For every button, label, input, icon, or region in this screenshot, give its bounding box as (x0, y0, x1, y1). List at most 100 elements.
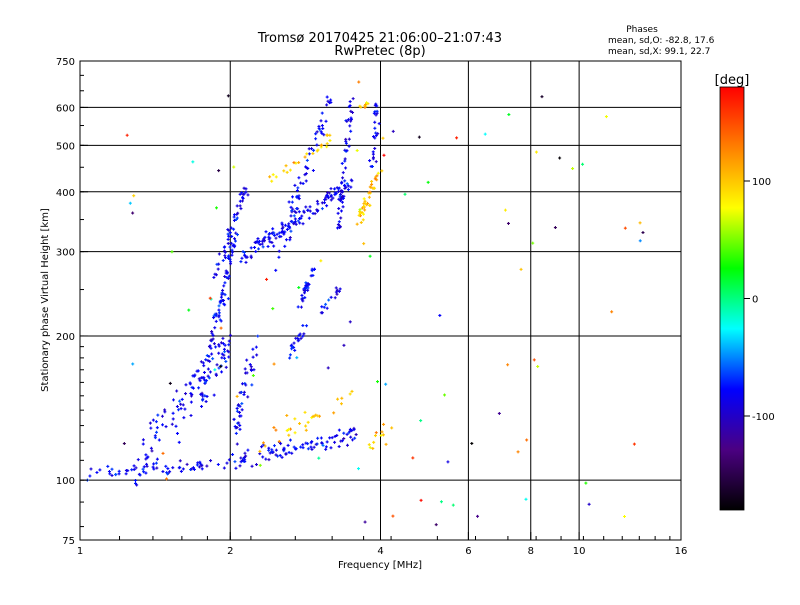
data-point (110, 467, 114, 471)
data-point (350, 429, 354, 433)
data-point (148, 421, 152, 425)
data-point (299, 181, 303, 185)
data-point (149, 426, 153, 430)
data-point (321, 443, 325, 447)
data-point (274, 268, 278, 272)
data-point (161, 423, 165, 427)
data-point (307, 147, 311, 151)
data-point (199, 376, 203, 380)
data-point (311, 152, 315, 156)
data-point (384, 382, 388, 386)
data-point (291, 195, 295, 199)
data-point (274, 236, 278, 240)
data-point (584, 481, 588, 485)
data-point (198, 379, 202, 383)
data-point (641, 231, 645, 235)
data-point (283, 244, 287, 248)
data-point (240, 408, 244, 412)
data-point (211, 357, 215, 361)
data-point (319, 436, 323, 440)
colorbar-tick-label: -100 (752, 412, 775, 423)
data-point (234, 231, 238, 235)
data-point (235, 442, 239, 446)
data-point (200, 392, 204, 396)
data-point (207, 345, 211, 349)
data-point (587, 502, 591, 506)
data-point (365, 101, 369, 105)
data-point (223, 293, 227, 297)
data-point (274, 453, 278, 457)
data-point (214, 314, 218, 318)
data-point (345, 443, 349, 447)
data-point (377, 122, 381, 126)
data-point (244, 190, 248, 194)
data-point (210, 352, 214, 356)
data-point (363, 199, 367, 203)
data-point (208, 370, 212, 374)
data-point (279, 442, 283, 446)
data-point (212, 275, 216, 279)
data-point (337, 445, 341, 449)
data-point (357, 213, 361, 217)
data-point (368, 159, 372, 163)
data-point (390, 426, 394, 430)
data-point (224, 256, 228, 260)
data-point (178, 399, 182, 403)
data-point (364, 102, 368, 106)
data-point (380, 430, 384, 434)
data-point (217, 315, 221, 319)
data-point (359, 105, 363, 109)
data-point (106, 464, 110, 468)
data-point (240, 382, 244, 386)
data-point (362, 212, 366, 216)
data-point (339, 189, 343, 193)
data-point (205, 354, 209, 358)
data-point (242, 250, 246, 254)
data-point (142, 470, 146, 474)
colorbar-label: [deg] (715, 73, 750, 88)
data-point (317, 126, 321, 130)
data-point (293, 417, 297, 421)
data-point (154, 461, 158, 465)
data-point (152, 462, 156, 466)
data-point (274, 448, 278, 452)
data-point (142, 465, 146, 469)
data-point (215, 363, 219, 367)
data-point (270, 450, 274, 454)
data-point (132, 464, 136, 468)
data-point (224, 365, 228, 369)
data-point (231, 453, 235, 457)
data-point (249, 367, 253, 371)
data-point (326, 366, 330, 370)
data-point (304, 179, 308, 183)
data-point (341, 196, 345, 200)
data-point (308, 209, 312, 213)
data-point (205, 464, 209, 468)
data-point (287, 200, 291, 204)
data-point (303, 410, 307, 414)
data-point (313, 212, 317, 216)
data-point (217, 169, 221, 173)
data-point (236, 403, 240, 407)
data-point (214, 273, 218, 277)
data-point (267, 458, 271, 462)
data-point (125, 133, 129, 137)
data-point (368, 204, 372, 208)
data-point (312, 267, 316, 271)
data-point (558, 156, 562, 160)
data-point (289, 214, 293, 218)
data-point (177, 466, 181, 470)
data-point (271, 307, 275, 311)
data-point (189, 394, 193, 398)
data-point (164, 425, 168, 429)
data-point (272, 362, 276, 366)
data-point (359, 221, 363, 225)
data-point (266, 245, 270, 248)
data-point (367, 443, 371, 447)
data-point (226, 94, 230, 98)
data-point (271, 227, 275, 231)
data-point (251, 355, 255, 359)
data-point (211, 337, 215, 341)
data-point (290, 347, 294, 351)
